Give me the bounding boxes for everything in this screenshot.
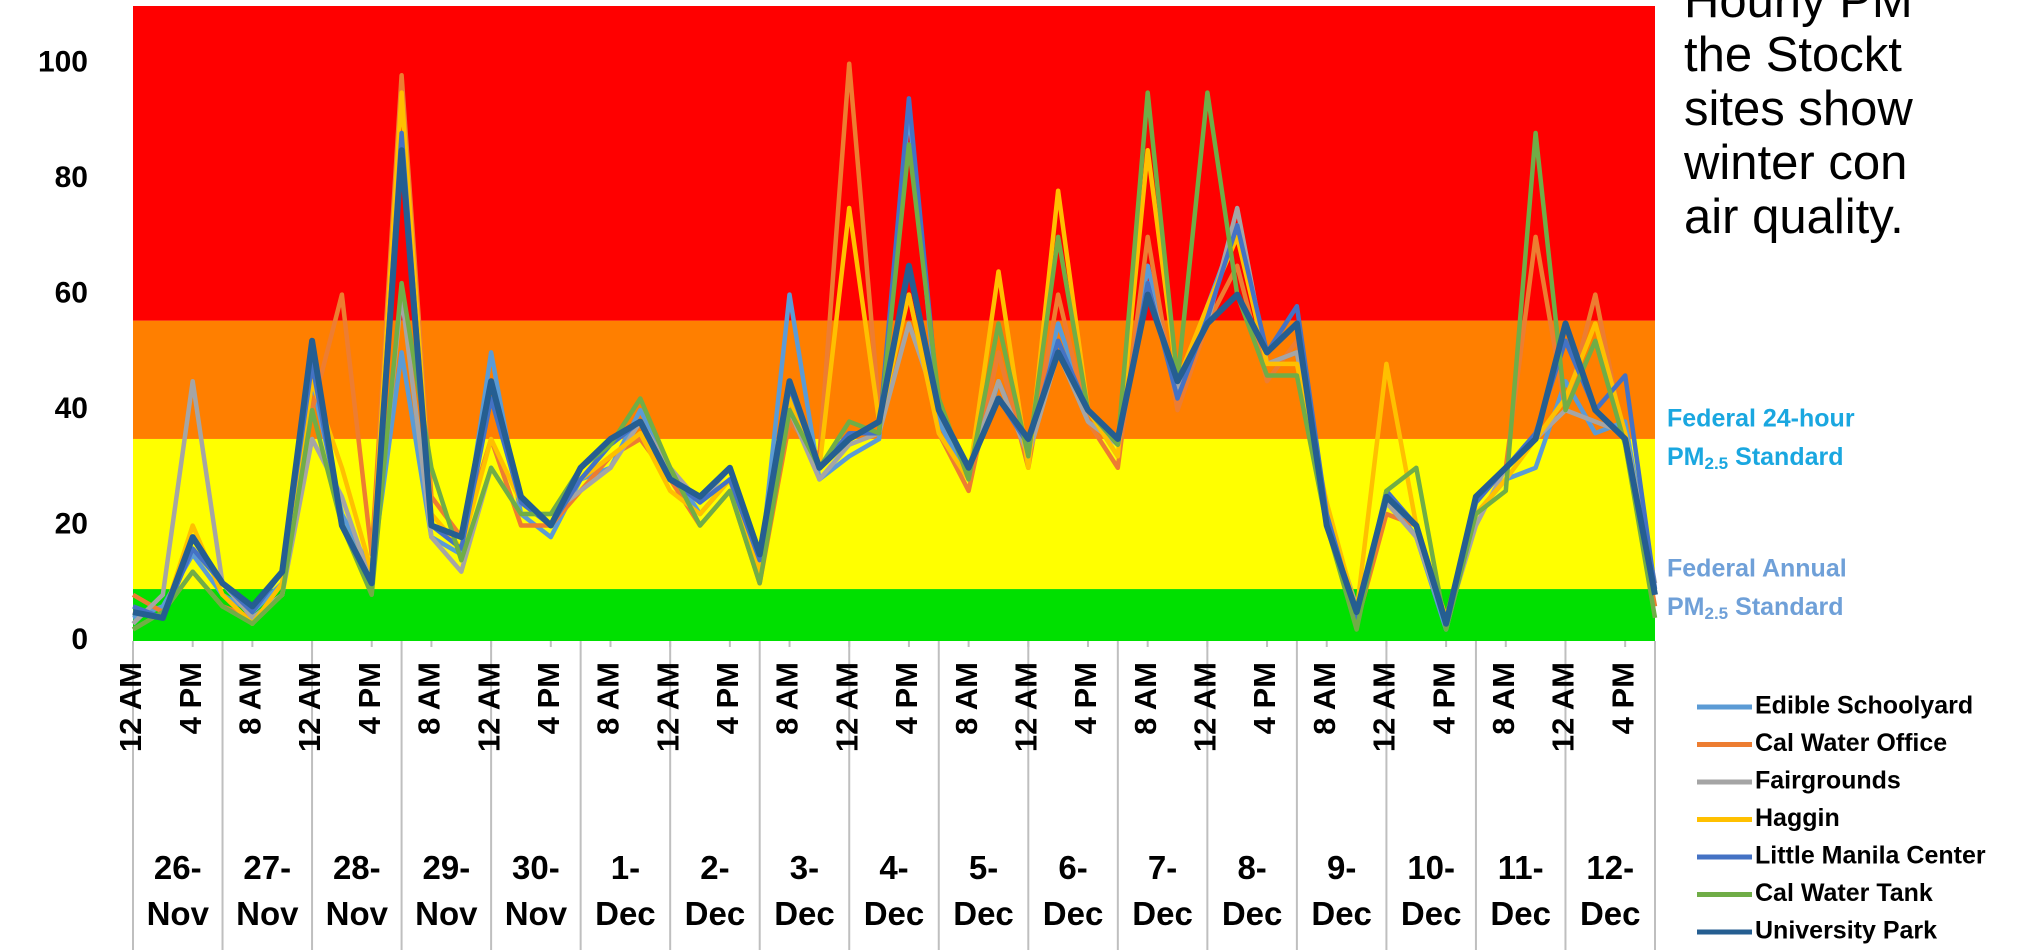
day-label-box: 10- Dec <box>1400 849 1462 932</box>
legend-label: University Park <box>1755 917 1937 945</box>
day-label-box: 28- Nov <box>325 849 388 932</box>
day-label: 11- Dec <box>1490 849 1551 932</box>
x-tick-label: 4 PM <box>531 662 566 734</box>
day-label: 9- Dec <box>1311 849 1372 932</box>
pm-text: PM <box>1667 443 1705 471</box>
day-label-box: 2- Dec <box>684 849 746 932</box>
standard-suffix: Standard <box>1735 443 1843 471</box>
legend-label: Edible Schoolyard <box>1755 692 1973 720</box>
x-tick-label: 12 AM <box>829 662 864 752</box>
annotation-text: winter con <box>1683 136 1907 190</box>
day-label: 6- Dec <box>1042 849 1104 932</box>
x-tick-label: 8 AM <box>770 662 805 735</box>
x-tick-label: 4 PM <box>352 662 387 734</box>
x-tick-label: 4 PM <box>1068 662 1103 734</box>
pm-subscript: 2.5 <box>1705 454 1729 473</box>
legend-label: Cal Water Tank <box>1755 879 1933 907</box>
x-tick-label: 12 AM <box>292 662 327 752</box>
day-label: 5- Dec <box>953 849 1014 932</box>
x-tick-label: 8 AM <box>1307 662 1342 735</box>
day-label-box: 30- Nov <box>504 849 568 932</box>
x-tick-label: 4 PM <box>1605 662 1640 734</box>
day-label-box: 26- Nov <box>146 849 209 932</box>
standard-suffix: Standard <box>1735 593 1843 621</box>
day-label: 1- Dec <box>595 849 656 932</box>
x-tick-label: 12 AM <box>471 662 506 752</box>
day-label: 29- Nov <box>415 849 478 932</box>
x-tick-label: 12 AM <box>650 662 685 752</box>
y-tick-label: 20 <box>55 507 88 540</box>
x-tick-label: 8 AM <box>591 662 626 735</box>
day-label-box: 12- Dec <box>1579 849 1641 932</box>
x-tick-label: 8 AM <box>412 662 447 735</box>
x-tick-label: 4 PM <box>710 662 745 734</box>
pm-text: PM <box>1667 593 1705 621</box>
x-tick-label: 12 AM <box>113 662 148 752</box>
day-label-box: 3- Dec <box>774 849 835 932</box>
day-label: 26- Nov <box>146 849 209 932</box>
day-label-box: 1- Dec <box>595 849 656 932</box>
standard-label: PM2.5 Standard <box>1667 443 1844 474</box>
day-label: 10- Dec <box>1400 849 1462 932</box>
day-label-box: 6- Dec <box>1042 849 1104 932</box>
legend-label: Little Manila Center <box>1755 842 1986 870</box>
y-tick-label: 40 <box>55 392 88 425</box>
day-label-box: 11- Dec <box>1490 849 1551 932</box>
day-label-box: 8- Dec <box>1221 849 1283 932</box>
day-label: 12- Dec <box>1579 849 1641 932</box>
annotation-text: the Stockt <box>1684 28 1902 82</box>
annotation-text: sites show <box>1684 82 1913 136</box>
x-tick-label: 4 PM <box>1247 662 1282 734</box>
x-tick-label: 12 AM <box>1546 662 1581 752</box>
day-label: 2- Dec <box>684 849 746 932</box>
standard-label: Federal Annual <box>1667 555 1847 583</box>
pm-subscript: 2.5 <box>1705 605 1729 624</box>
x-tick-label: 8 AM <box>233 662 268 735</box>
y-tick-label: 100 <box>38 46 88 79</box>
x-tick-label: 12 AM <box>1008 662 1043 752</box>
standard-label: PM2.5 Standard <box>1667 593 1844 624</box>
day-label: 27- Nov <box>236 849 299 932</box>
legend-label: Haggin <box>1755 804 1840 832</box>
day-label: 8- Dec <box>1221 849 1283 932</box>
legend-label: Cal Water Office <box>1755 729 1947 757</box>
y-tick-label: 0 <box>71 623 88 656</box>
day-label-box: 9- Dec <box>1311 849 1372 932</box>
standard-label: Federal 24-hour <box>1667 405 1855 433</box>
x-tick-label: 4 PM <box>173 662 208 734</box>
day-label-box: 4- Dec <box>863 849 925 932</box>
day-label-box: 5- Dec <box>953 849 1014 932</box>
series-line <box>132 147 1658 627</box>
day-label-box: 7- Dec <box>1132 849 1193 932</box>
day-label: 28- Nov <box>325 849 388 932</box>
y-tick-label: 60 <box>55 277 88 310</box>
aqi-band <box>133 589 1655 641</box>
x-tick-label: 8 AM <box>949 662 984 735</box>
day-label: 30- Nov <box>504 849 568 932</box>
x-tick-label: 4 PM <box>1426 662 1461 734</box>
x-tick-label: 4 PM <box>889 662 924 734</box>
day-label-box: 29- Nov <box>415 849 478 932</box>
annotation-text: Hourly PM <box>1684 0 1913 28</box>
day-label: 7- Dec <box>1132 849 1193 932</box>
annotation-text: air quality. <box>1684 190 1904 244</box>
day-label-box: 27- Nov <box>236 849 299 932</box>
series-line <box>131 90 1658 632</box>
y-tick-label: 80 <box>55 161 88 194</box>
day-label: 4- Dec <box>863 849 925 932</box>
x-tick-label: 12 AM <box>1367 662 1402 752</box>
x-tick-label: 8 AM <box>1486 662 1521 735</box>
x-tick-label: 12 AM <box>1188 662 1223 752</box>
x-tick-label: 8 AM <box>1128 662 1163 735</box>
legend-label: Fairgrounds <box>1755 767 1901 795</box>
day-label: 3- Dec <box>774 849 835 932</box>
